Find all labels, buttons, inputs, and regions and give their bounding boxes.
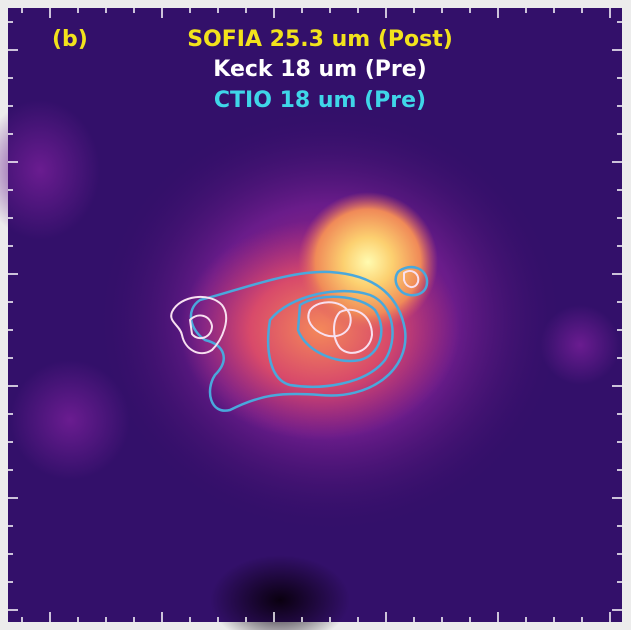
legend-entry: CTIO 18 um (Pre) [214, 88, 426, 113]
legend-entry: Keck 18 um (Pre) [213, 57, 426, 82]
peak [298, 192, 438, 332]
glow [10, 360, 130, 480]
keck-contours [170, 270, 420, 355]
glow [540, 305, 620, 385]
glow [0, 100, 100, 240]
ctio-contours [189, 265, 429, 412]
legend-entry: SOFIA 25.3 um (Post) [187, 27, 453, 52]
panel-label: (b) [52, 27, 88, 52]
axis-ticks [8, 8, 622, 622]
dark-region [210, 555, 350, 630]
